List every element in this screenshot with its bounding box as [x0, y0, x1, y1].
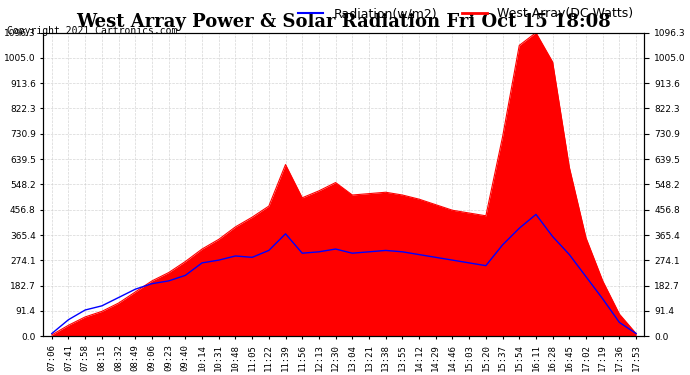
- Title: West Array Power & Solar Radiation Fri Oct 15 18:08: West Array Power & Solar Radiation Fri O…: [77, 13, 611, 31]
- Text: Copyright 2021 Cartronics.com: Copyright 2021 Cartronics.com: [7, 26, 177, 36]
- Legend: Radiation(w/m2), West Array(DC Watts): Radiation(w/m2), West Array(DC Watts): [293, 2, 638, 26]
